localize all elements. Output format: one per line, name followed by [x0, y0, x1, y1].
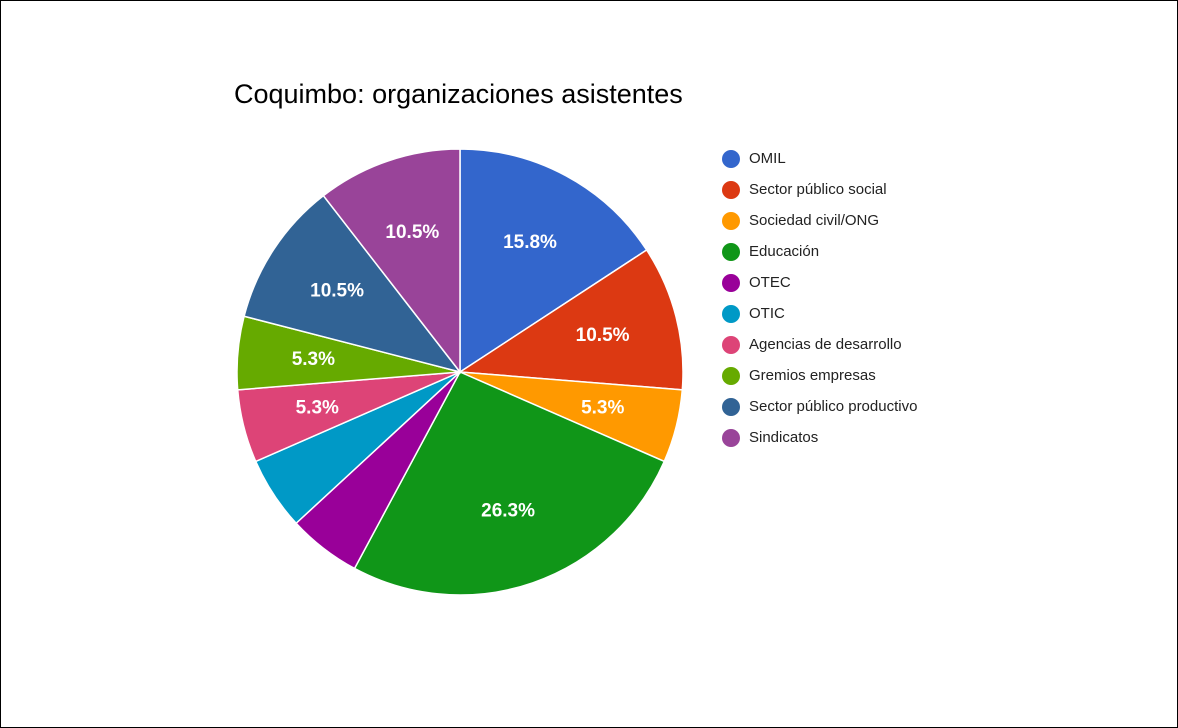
slice-label-1: 10.5% — [576, 325, 630, 346]
legend-label: Sindicatos — [749, 429, 819, 446]
legend-item-2[interactable]: Sociedad civil/ONG — [722, 209, 949, 233]
legend-label: Agencias de desarrollo — [749, 336, 902, 353]
legend-label: Sector público social — [749, 181, 887, 198]
legend-label: Gremios empresas — [749, 367, 876, 384]
legend-swatch-icon — [722, 274, 740, 292]
pie-slice-0[interactable] — [459, 148, 648, 374]
legend-label: Educación — [749, 243, 820, 260]
legend-swatch-icon — [722, 305, 740, 323]
pie-slice-3[interactable] — [353, 371, 666, 596]
legend-swatch-icon — [722, 212, 740, 230]
legend-label: OTIC — [749, 305, 785, 322]
legend-label: OTEC — [749, 274, 791, 291]
chart-legend: OMIL Sector público social Sociedad civil/… — [722, 147, 982, 457]
chart-title: Coquimbo: organizaciones asistentes — [234, 79, 683, 109]
legend-swatch-icon — [722, 243, 740, 261]
legend-swatch-icon — [722, 150, 740, 168]
slice-label-3: 26.3% — [481, 501, 535, 522]
legend-item-9[interactable]: Sindicatos — [722, 426, 949, 450]
legend-item-1[interactable]: Sector público social — [722, 178, 949, 202]
legend-swatch-icon — [722, 336, 740, 354]
legend-item-7[interactable]: Gremios empresas — [722, 364, 949, 388]
legend-label: Sector público productivo — [749, 398, 918, 415]
legend-item-0[interactable]: OMIL — [722, 147, 949, 171]
legend-swatch-icon — [722, 398, 740, 416]
legend-swatch-icon — [722, 429, 740, 447]
legend-item-4[interactable]: OTEC — [722, 271, 949, 295]
legend-swatch-icon — [722, 367, 740, 385]
slice-label-9: 10.5% — [385, 222, 439, 243]
legend-swatch-icon — [722, 181, 740, 199]
slice-label-7: 5.3% — [292, 349, 335, 370]
pie-slice-1[interactable] — [457, 248, 684, 391]
legend-item-5[interactable]: OTIC — [722, 302, 949, 326]
legend-label: OMIL — [749, 150, 786, 167]
slice-label-8: 10.5% — [310, 281, 364, 302]
legend-item-6[interactable]: Agencias de desarrollo — [722, 333, 949, 357]
pie-slice-8[interactable] — [243, 194, 462, 374]
slice-label-0: 15.8% — [503, 232, 557, 253]
slice-label-2: 5.3% — [581, 397, 624, 418]
legend-label: Sociedad civil/ONG — [749, 212, 880, 229]
legend-item-8[interactable]: Sector público productivo — [722, 395, 949, 419]
pie-slice-9[interactable] — [322, 148, 461, 375]
slice-label-6: 5.3% — [296, 397, 339, 418]
legend-item-3[interactable]: Educación — [722, 240, 949, 264]
